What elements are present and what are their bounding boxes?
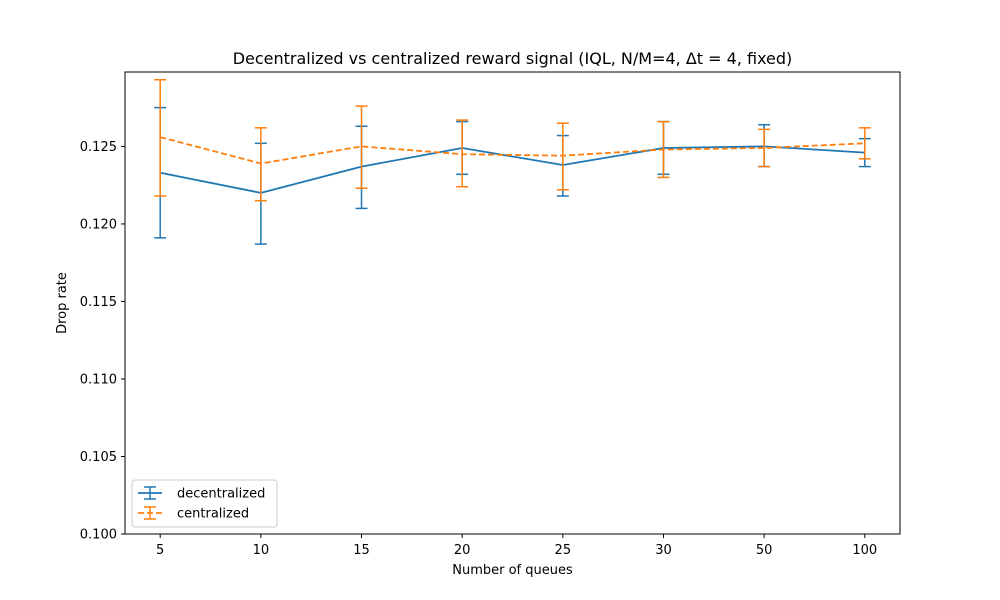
legend: decentralized centralized [131, 479, 278, 528]
x-tick-label: 100 [852, 543, 877, 558]
x-axis-ticks: 5 10 15 20 25 30 50 100 [156, 534, 877, 558]
chart-title: Decentralized vs centralized reward sign… [233, 49, 793, 68]
series-line [160, 145, 865, 194]
y-tick-label: 0.105 [80, 450, 117, 465]
x-tick-label: 30 [655, 543, 672, 558]
x-tick-label: 50 [756, 543, 773, 558]
x-tick-label: 15 [353, 543, 370, 558]
x-tick-label: 20 [454, 543, 471, 558]
x-axis-label: Number of queues [452, 563, 573, 578]
y-tick-label: 0.115 [80, 295, 117, 310]
legend-label: decentralized [177, 487, 265, 502]
series-centralized [154, 79, 871, 202]
y-tick-label: 0.125 [80, 140, 117, 155]
y-tick-label: 0.100 [80, 528, 117, 543]
series-line [159, 136, 865, 165]
y-axis-label: Drop rate [55, 272, 70, 334]
series-layer [154, 79, 871, 245]
y-tick-label: 0.120 [80, 217, 117, 232]
legend-frame [131, 479, 278, 528]
y-axis-ticks: 0.100 0.105 0.110 0.115 0.120 0.125 [80, 140, 125, 543]
x-tick-label: 10 [253, 543, 270, 558]
y-tick-label: 0.110 [80, 372, 117, 387]
plot-area-frame [124, 71, 901, 535]
x-tick-label: 5 [156, 543, 164, 558]
x-tick-label: 25 [555, 543, 572, 558]
legend-label: centralized [177, 507, 249, 522]
